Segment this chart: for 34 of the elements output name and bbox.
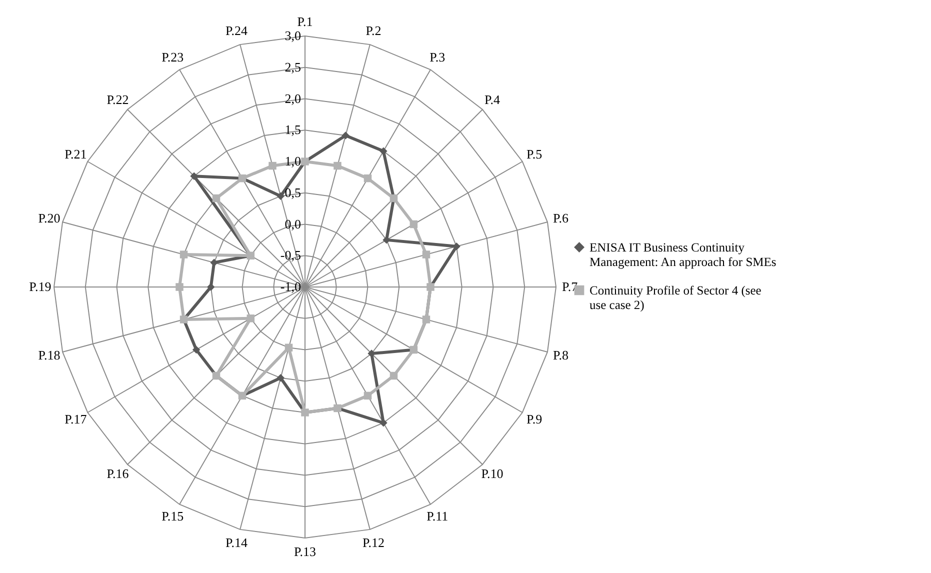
spoke-label: P.6 — [553, 210, 570, 226]
spoke-label: P.23 — [162, 50, 184, 65]
y-tick-label: 0,0 — [284, 216, 301, 232]
spoke-label: P.10 — [481, 466, 504, 482]
spoke-label: P.22 — [106, 92, 129, 107]
spoke-label: P.14 — [225, 534, 248, 550]
y-tick-label: 1,0 — [284, 154, 301, 168]
y-tick-label: -0,5 — [280, 248, 301, 263]
spoke-label: P.21 — [64, 146, 87, 162]
spoke-label: P.15 — [162, 508, 184, 524]
spoke-label: P.8 — [553, 348, 569, 363]
y-tick-label: 2,5 — [284, 59, 301, 74]
spoke-label: P.20 — [38, 210, 60, 226]
legend-label: Continuity Profile of Sector 4 (see use case 2) — [590, 283, 762, 312]
y-tick-label: 2,0 — [284, 90, 301, 106]
y-tick-label: -1,0 — [280, 279, 301, 294]
spoke-label: P.17 — [64, 411, 88, 426]
y-tick-label: 0,5 — [284, 184, 301, 200]
spoke-label: P.12 — [362, 534, 385, 550]
spoke-label: P.24 — [225, 23, 248, 38]
y-tick-label: 3,0 — [284, 28, 301, 43]
spoke-label: P.11 — [426, 508, 448, 524]
spoke-label: P.5 — [526, 146, 542, 162]
spoke-label: P.4 — [484, 92, 501, 107]
y-tick-label: 1,5 — [284, 122, 301, 138]
spoke-label: P.1 — [297, 14, 313, 30]
spoke-label: P.9 — [526, 411, 542, 426]
spoke-label: P.13 — [294, 544, 316, 559]
spoke-label: P.18 — [38, 348, 60, 363]
spoke-label: P.16 — [106, 466, 130, 482]
legend-label: ENISA IT Business Continuity Management: An approach for SMEs — [590, 240, 776, 269]
spoke-label: P.2 — [366, 23, 382, 38]
spoke-label: P.3 — [430, 50, 446, 65]
spoke-label: P.19 — [29, 279, 52, 294]
